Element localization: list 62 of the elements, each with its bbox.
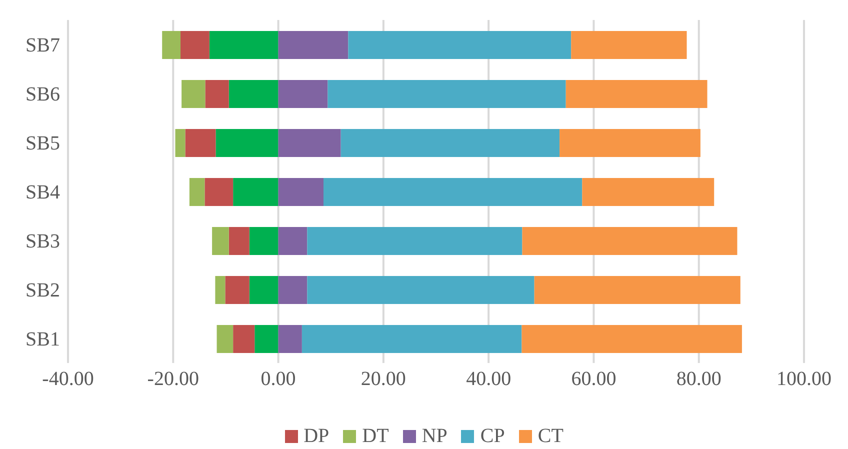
- bar: [205, 80, 229, 108]
- x-tick-label: 40.00: [466, 368, 512, 390]
- x-tick-label: -40.00: [42, 368, 94, 390]
- bar: [560, 129, 700, 157]
- x-tick-label: 60.00: [571, 368, 616, 390]
- y-tick-label: SB3: [26, 230, 60, 253]
- bar: [228, 80, 278, 108]
- bar: [212, 227, 229, 255]
- bar: [233, 325, 255, 353]
- bar: [216, 129, 278, 157]
- bar: [307, 227, 522, 255]
- bar: [340, 129, 560, 157]
- bar: [328, 80, 566, 108]
- y-tick-label: SB5: [26, 132, 60, 155]
- bar: [278, 227, 308, 255]
- x-tick-label: 100.00: [776, 368, 832, 390]
- bar: [278, 129, 341, 157]
- bar: [566, 80, 708, 108]
- bar: [249, 276, 278, 304]
- bar: [302, 325, 522, 353]
- bar: [323, 178, 582, 206]
- bar: [182, 80, 206, 108]
- bar: [522, 227, 738, 255]
- y-tick-label: SB6: [26, 84, 60, 106]
- legend-label: CP: [480, 425, 505, 448]
- bar: [175, 129, 186, 157]
- bar: [228, 227, 250, 255]
- legend-label: DT: [362, 425, 389, 448]
- bar: [348, 31, 572, 59]
- bar: [571, 31, 687, 59]
- bar: [189, 178, 205, 206]
- bar: [307, 276, 534, 304]
- bar: [204, 178, 234, 206]
- y-tick-label: SB1: [26, 328, 60, 351]
- bar: [278, 178, 324, 206]
- y-tick-label: SB4: [26, 182, 60, 204]
- bar: [233, 178, 278, 206]
- bar: [162, 31, 181, 59]
- legend-label: DP: [304, 425, 330, 448]
- x-tick-label: 80.00: [676, 368, 722, 390]
- bar: [215, 276, 226, 304]
- x-tick-label: 20.00: [360, 368, 406, 390]
- bar: [582, 178, 714, 206]
- bar: [522, 325, 742, 353]
- bar: [225, 276, 250, 304]
- bar: [180, 31, 210, 59]
- x-tick-label: 0.00: [260, 368, 296, 390]
- bar: [185, 129, 216, 157]
- legend-label: CT: [538, 425, 564, 448]
- bar: [216, 325, 234, 353]
- bar: [249, 227, 278, 255]
- y-tick-label: SB2: [26, 280, 60, 302]
- bar: [278, 276, 308, 304]
- bar: [254, 325, 278, 353]
- legend-label: NP: [422, 425, 448, 448]
- bar: [278, 31, 348, 59]
- bar: [209, 31, 278, 59]
- bar: [278, 325, 302, 353]
- bar: [278, 80, 328, 108]
- y-tick-label: SB7: [26, 34, 60, 57]
- bar: [534, 276, 740, 304]
- x-tick-label: -20.00: [147, 368, 199, 390]
